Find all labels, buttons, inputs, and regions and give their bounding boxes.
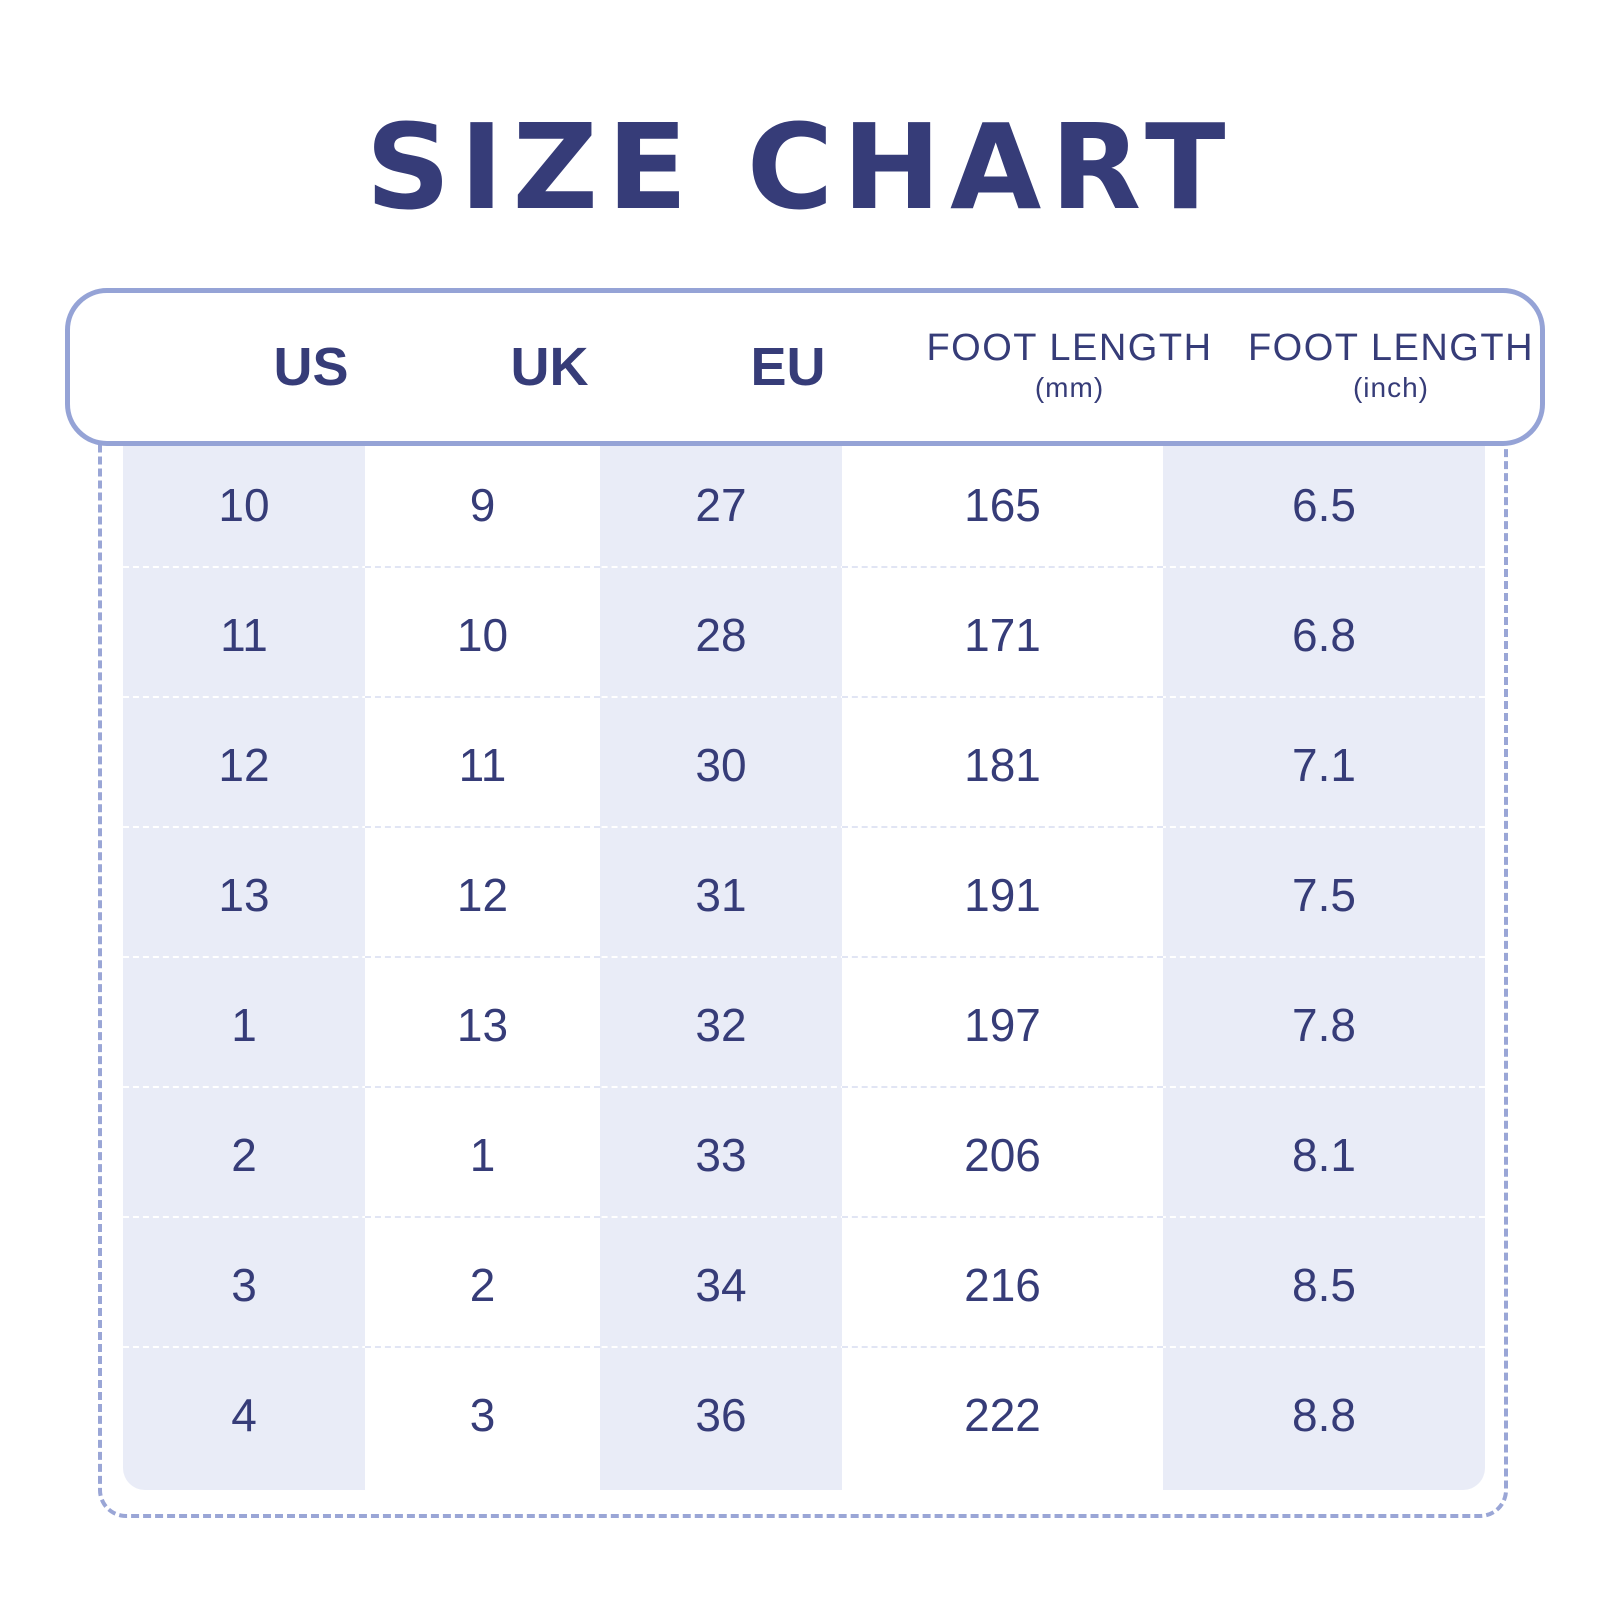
cell-uk: 2 (469, 1259, 496, 1311)
cell-eu: 32 (695, 999, 747, 1051)
cell-foot-inch: 6.8 (1292, 609, 1356, 661)
header-uk: UK (432, 293, 667, 441)
row-divider (123, 1346, 1485, 1348)
page-title: SIZE CHART (365, 98, 1235, 236)
cell-us: 11 (220, 609, 268, 661)
row-divider (842, 1346, 1163, 1348)
cell-foot-mm: 206 (964, 1129, 1041, 1181)
cell-uk: 12 (456, 869, 509, 921)
cell-eu: 30 (695, 739, 747, 791)
cell-uk: 11 (458, 739, 507, 791)
cell-eu: 27 (695, 479, 747, 531)
cell-uk: 3 (469, 1389, 496, 1441)
table-row: 12 11 30 181 7.1 (123, 710, 1485, 840)
cell-eu: 28 (695, 609, 747, 661)
table-row: 4 3 36 222 8.8 (123, 1360, 1485, 1490)
row-divider (123, 696, 1485, 698)
header-foot-mm-unit: (mm) (1034, 372, 1105, 404)
row-divider (365, 1216, 600, 1218)
cell-us: 3 (231, 1259, 257, 1311)
header-foot-inch-label: FOOT LENGTH (1247, 327, 1535, 370)
cell-foot-mm: 181 (964, 739, 1041, 791)
row-divider (123, 1086, 1485, 1088)
table-body: 10 9 27 165 6.5 11 10 28 171 6.8 12 11 3… (123, 450, 1485, 1490)
cell-eu: 31 (695, 869, 747, 921)
table-row: 3 2 34 216 8.5 (123, 1230, 1485, 1360)
cell-us: 2 (231, 1129, 257, 1181)
cell-uk: 9 (469, 479, 496, 531)
row-divider (842, 1086, 1163, 1088)
cell-foot-inch: 7.1 (1292, 739, 1356, 791)
row-divider (123, 1216, 1485, 1218)
cell-foot-mm: 191 (964, 869, 1041, 921)
cell-eu: 36 (695, 1389, 747, 1441)
row-divider (842, 696, 1163, 698)
inch-column-band (1163, 440, 1485, 1490)
row-divider (842, 1216, 1163, 1218)
table-row: 11 10 28 171 6.8 (123, 580, 1485, 710)
header-us: US (190, 293, 432, 441)
table-row: 2 1 33 206 8.1 (123, 1100, 1485, 1230)
cell-us: 13 (218, 869, 270, 921)
row-divider (365, 1086, 600, 1088)
cell-foot-mm: 216 (964, 1259, 1041, 1311)
row-divider (842, 566, 1163, 568)
cell-us: 4 (231, 1389, 257, 1441)
cell-foot-mm: 171 (964, 609, 1041, 661)
header-foot-mm-label: FOOT LENGTH (926, 327, 1213, 370)
cell-uk: 13 (456, 999, 509, 1051)
table-header: US UK EU FOOT LENGTH (mm) FOOT LENGTH (i… (65, 288, 1545, 446)
table-row: 1 13 32 197 7.8 (123, 970, 1485, 1100)
table-frame (98, 380, 1508, 1518)
cell-uk: 10 (456, 609, 509, 661)
header-eu-label: EU (750, 337, 826, 397)
row-divider (123, 566, 1485, 568)
table-row: 13 12 31 191 7.5 (123, 840, 1485, 970)
header-foot-inch-unit: (inch) (1352, 372, 1429, 404)
cell-eu: 34 (695, 1259, 747, 1311)
row-divider (123, 956, 1485, 958)
row-divider (842, 956, 1163, 958)
header-uk-label: UK (510, 337, 589, 397)
cell-foot-mm: 165 (964, 479, 1041, 531)
cell-us: 12 (218, 739, 270, 791)
cell-foot-inch: 8.8 (1292, 1389, 1356, 1441)
row-divider (365, 956, 600, 958)
cell-us: 1 (231, 999, 257, 1051)
cell-foot-inch: 7.8 (1292, 999, 1356, 1051)
row-divider (365, 1346, 600, 1348)
header-foot-inch: FOOT LENGTH (inch) (1230, 293, 1552, 441)
header-us-label: US (273, 337, 349, 397)
cell-foot-inch: 7.5 (1292, 869, 1356, 921)
row-divider (365, 696, 600, 698)
row-divider (365, 826, 600, 828)
cell-eu: 33 (695, 1129, 747, 1181)
header-foot-mm: FOOT LENGTH (mm) (909, 293, 1230, 441)
row-divider (365, 566, 600, 568)
cell-foot-mm: 197 (964, 999, 1041, 1051)
row-divider (842, 826, 1163, 828)
row-divider (123, 826, 1485, 828)
cell-us: 10 (218, 479, 270, 531)
table-row: 10 9 27 165 6.5 (123, 450, 1485, 580)
cell-foot-inch: 8.1 (1292, 1129, 1356, 1181)
cell-foot-inch: 8.5 (1292, 1259, 1356, 1311)
eu-column-band (600, 440, 842, 1490)
us-column-band (123, 440, 365, 1490)
cell-foot-inch: 6.5 (1292, 479, 1356, 531)
header-eu: EU (667, 293, 909, 441)
cell-foot-mm: 222 (964, 1389, 1041, 1441)
cell-uk: 1 (469, 1129, 496, 1181)
